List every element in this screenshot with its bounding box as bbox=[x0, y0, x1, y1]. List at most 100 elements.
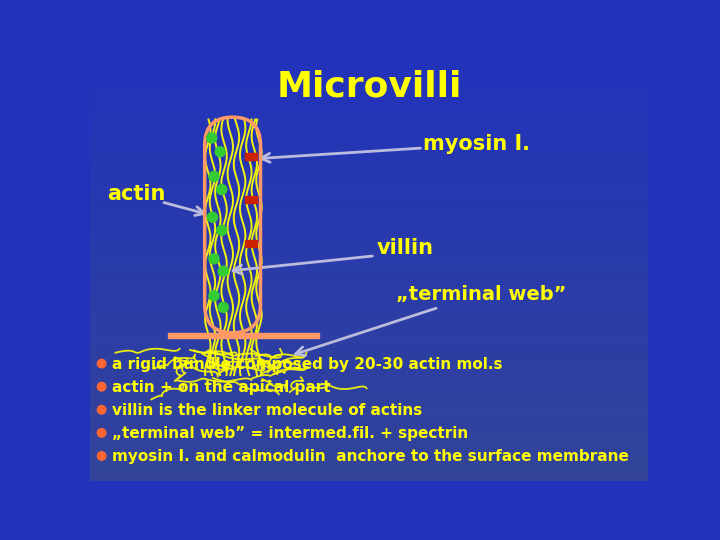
Bar bbox=[90, 95, 648, 96]
Bar bbox=[90, 289, 648, 291]
Bar bbox=[90, 408, 648, 409]
Bar bbox=[90, 328, 648, 329]
Bar bbox=[90, 268, 648, 269]
Text: a rigid bundle composed by 20-30 actin mol.s: a rigid bundle composed by 20-30 actin m… bbox=[112, 357, 503, 372]
Bar bbox=[90, 312, 648, 313]
Bar bbox=[90, 190, 648, 191]
Circle shape bbox=[218, 302, 228, 312]
Bar bbox=[90, 74, 648, 75]
Bar bbox=[90, 112, 648, 113]
Bar bbox=[90, 218, 648, 219]
Bar bbox=[90, 100, 648, 101]
Bar bbox=[90, 191, 648, 192]
Bar bbox=[90, 383, 648, 384]
Bar bbox=[90, 91, 648, 92]
Bar bbox=[90, 80, 648, 81]
Bar bbox=[90, 81, 648, 82]
Bar bbox=[90, 404, 648, 405]
Bar bbox=[90, 382, 648, 383]
Bar bbox=[90, 120, 648, 121]
Bar bbox=[90, 159, 648, 160]
Bar bbox=[90, 122, 648, 123]
Circle shape bbox=[209, 254, 219, 264]
Bar bbox=[90, 380, 648, 381]
Bar bbox=[90, 155, 648, 156]
Bar bbox=[90, 264, 648, 265]
Bar bbox=[90, 165, 648, 166]
Bar bbox=[90, 439, 648, 440]
Bar bbox=[90, 368, 648, 369]
Bar bbox=[90, 432, 648, 433]
Bar bbox=[90, 152, 648, 153]
Bar bbox=[90, 129, 648, 130]
Bar bbox=[90, 227, 648, 228]
Bar bbox=[90, 113, 648, 114]
Bar bbox=[90, 381, 648, 382]
Bar bbox=[90, 434, 648, 435]
Bar bbox=[90, 417, 648, 418]
Bar bbox=[90, 168, 648, 170]
Bar bbox=[90, 252, 648, 253]
Bar bbox=[90, 79, 648, 80]
Bar bbox=[245, 240, 258, 247]
Bar bbox=[90, 160, 648, 161]
Bar bbox=[90, 205, 648, 206]
Bar bbox=[90, 262, 648, 264]
Bar bbox=[90, 421, 648, 422]
Bar bbox=[90, 273, 648, 274]
Bar bbox=[90, 474, 648, 475]
Text: myosin I. and calmodulin  anchore to the surface membrane: myosin I. and calmodulin anchore to the … bbox=[112, 449, 629, 464]
Bar bbox=[90, 384, 648, 385]
Bar bbox=[90, 123, 648, 124]
Bar bbox=[90, 75, 648, 76]
Bar bbox=[90, 388, 648, 389]
Bar bbox=[90, 88, 648, 89]
Bar bbox=[90, 248, 648, 249]
Bar bbox=[90, 436, 648, 437]
Bar bbox=[90, 173, 648, 174]
Bar bbox=[90, 286, 648, 287]
Bar bbox=[90, 379, 648, 380]
Bar bbox=[90, 71, 648, 72]
Bar bbox=[90, 480, 648, 481]
Bar bbox=[90, 261, 648, 262]
Bar bbox=[90, 136, 648, 137]
Bar bbox=[90, 125, 648, 126]
Bar bbox=[90, 326, 648, 327]
Bar bbox=[90, 402, 648, 403]
Bar bbox=[90, 365, 648, 366]
Bar bbox=[90, 143, 648, 144]
Bar bbox=[90, 232, 648, 233]
Bar bbox=[90, 182, 648, 183]
Bar bbox=[90, 426, 648, 427]
Bar bbox=[90, 378, 648, 379]
Bar bbox=[90, 473, 648, 474]
Bar bbox=[90, 293, 648, 294]
Bar bbox=[90, 444, 648, 445]
Bar bbox=[90, 133, 648, 134]
Bar bbox=[90, 370, 648, 372]
Bar bbox=[90, 127, 648, 128]
Bar bbox=[90, 304, 648, 305]
Bar bbox=[90, 321, 648, 322]
Bar bbox=[90, 85, 648, 86]
Bar bbox=[90, 445, 648, 446]
Bar bbox=[90, 341, 648, 342]
Bar bbox=[90, 471, 648, 472]
Bar bbox=[90, 288, 648, 289]
Bar bbox=[90, 255, 648, 256]
Bar bbox=[90, 376, 648, 377]
Bar bbox=[90, 274, 648, 275]
Bar bbox=[90, 390, 648, 391]
Bar bbox=[90, 446, 648, 447]
Bar bbox=[90, 131, 648, 132]
Bar bbox=[90, 303, 648, 304]
Bar bbox=[90, 256, 648, 257]
Bar bbox=[90, 124, 648, 125]
Bar bbox=[90, 215, 648, 217]
Bar bbox=[90, 69, 648, 70]
Bar bbox=[90, 329, 648, 330]
Circle shape bbox=[97, 406, 106, 414]
Bar bbox=[90, 415, 648, 416]
Bar bbox=[90, 93, 648, 94]
